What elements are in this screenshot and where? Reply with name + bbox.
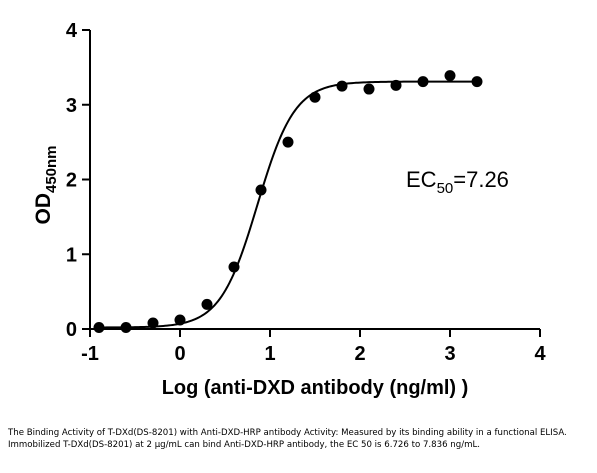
data-point [93,322,105,334]
data-point [336,80,348,92]
ec50-annotation: EC50=7.26 [406,167,509,197]
data-point [255,184,267,196]
x-tick-label: 2 [354,343,365,365]
data-point [444,70,456,82]
data-point [120,322,132,334]
x-tick-label: 3 [444,343,455,365]
data-point [471,76,483,88]
ec50-subscript: 50 [437,180,454,197]
y-tick-label: 3 [66,95,77,117]
x-tick-label: 4 [534,343,546,365]
data-point [174,314,186,326]
data-point [363,83,375,95]
y-tick-label: 0 [66,319,77,341]
x-axis-title: Log (anti-DXD antibody (ng/ml) ) [162,377,469,399]
data-point [147,317,159,329]
data-points [93,70,483,334]
ec50-prefix: EC [406,167,437,192]
fit-curve [98,80,477,329]
ec50-value: =7.26 [453,167,509,192]
y-axis-ticks: 0 1 2 3 4 [66,20,90,341]
data-point [201,298,213,310]
data-point [417,76,429,88]
figure-caption: The Binding Activity of T-DXd(DS-8201) w… [8,428,567,450]
y-axis-title: OD450nm [32,145,60,224]
data-point [309,91,321,103]
y-tick-label: 1 [66,244,77,266]
y-tick-label: 4 [66,20,78,42]
data-point [282,136,294,148]
data-point [228,261,240,273]
x-tick-label: 0 [174,343,185,365]
x-axis-ticks: -1 0 1 2 3 4 [81,329,546,365]
y-axis-title-subscript: 450nm [43,145,60,193]
y-tick-label: 2 [66,170,77,192]
x-tick-label: 1 [264,343,275,365]
y-axis-title-main: OD [32,193,55,225]
x-tick-label: -1 [81,343,99,365]
data-point [390,79,402,91]
